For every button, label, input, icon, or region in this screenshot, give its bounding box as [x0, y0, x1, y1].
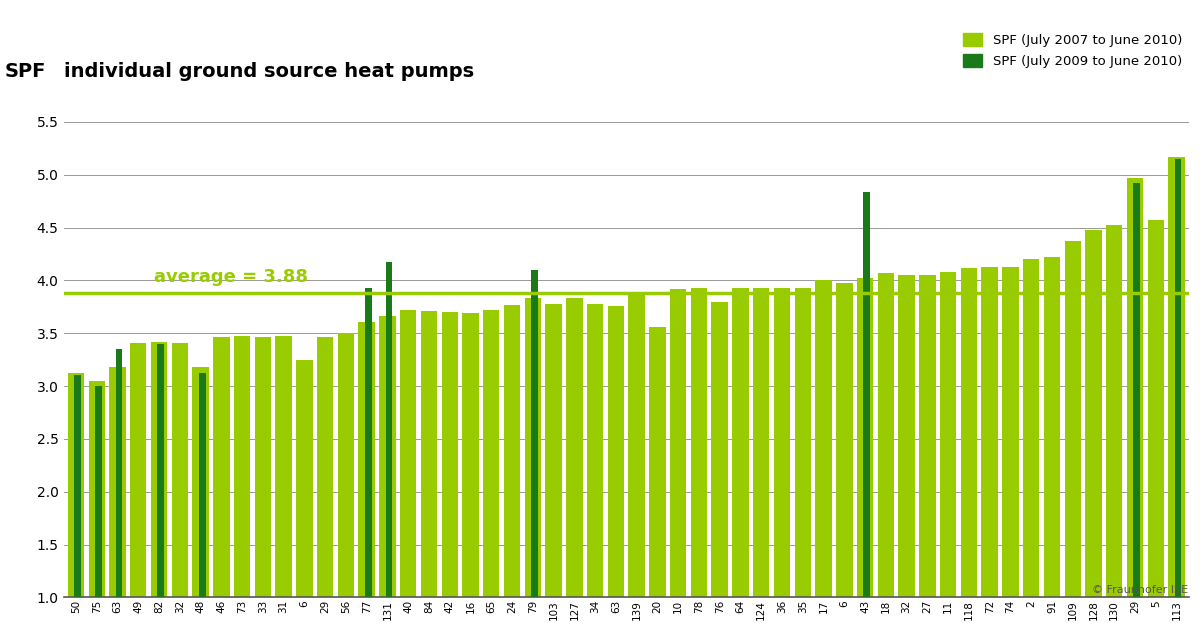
Bar: [337, 333, 354, 635]
Bar: [234, 337, 250, 635]
Bar: [1106, 225, 1122, 635]
Bar: [75, 375, 81, 635]
Text: individual ground source heat pumps: individual ground source heat pumps: [64, 62, 473, 81]
Bar: [878, 273, 895, 635]
Bar: [158, 344, 164, 635]
Bar: [669, 289, 686, 635]
Bar: [857, 278, 873, 635]
Bar: [1023, 259, 1039, 635]
Text: SPF: SPF: [5, 62, 47, 81]
Bar: [919, 275, 936, 635]
Bar: [255, 337, 271, 635]
Bar: [628, 292, 645, 635]
Bar: [1064, 241, 1081, 635]
Bar: [1085, 230, 1102, 635]
Bar: [1002, 267, 1019, 635]
Bar: [385, 262, 393, 635]
Bar: [442, 312, 458, 635]
Bar: [67, 373, 84, 635]
Bar: [691, 288, 707, 635]
Bar: [566, 298, 583, 635]
Bar: [815, 281, 832, 635]
Bar: [365, 288, 372, 635]
Bar: [752, 288, 769, 635]
Bar: [1044, 257, 1061, 635]
Bar: [150, 342, 167, 635]
Bar: [1133, 184, 1140, 635]
Bar: [649, 327, 666, 635]
Bar: [774, 288, 790, 635]
Bar: [1127, 178, 1144, 635]
Bar: [359, 321, 374, 635]
Bar: [483, 310, 500, 635]
Bar: [420, 311, 437, 635]
Bar: [898, 275, 915, 635]
Bar: [940, 272, 956, 635]
Bar: [712, 302, 728, 635]
Bar: [961, 268, 978, 635]
Text: © Fraunhofer ISE: © Fraunhofer ISE: [1092, 585, 1188, 595]
Bar: [172, 343, 188, 635]
Bar: [795, 288, 811, 635]
Bar: [863, 192, 870, 635]
Bar: [110, 367, 125, 635]
Bar: [379, 316, 396, 635]
Bar: [193, 367, 208, 635]
Bar: [608, 306, 624, 635]
Bar: [296, 359, 313, 635]
Legend: SPF (July 2007 to June 2010), SPF (July 2009 to June 2010): SPF (July 2007 to June 2010), SPF (July …: [963, 33, 1182, 68]
Bar: [981, 267, 998, 635]
Bar: [276, 337, 291, 635]
Bar: [400, 310, 417, 635]
Bar: [213, 337, 230, 635]
Bar: [130, 343, 147, 635]
Bar: [545, 304, 562, 635]
Bar: [586, 304, 603, 635]
Bar: [1147, 220, 1164, 635]
Bar: [1175, 159, 1181, 635]
Bar: [95, 386, 101, 635]
Bar: [1168, 157, 1185, 635]
Bar: [199, 373, 206, 635]
Bar: [462, 313, 479, 635]
Bar: [525, 298, 541, 635]
Bar: [531, 270, 538, 635]
Bar: [732, 288, 749, 635]
Bar: [317, 337, 334, 635]
Bar: [89, 381, 105, 635]
Bar: [116, 349, 123, 635]
Bar: [836, 283, 852, 635]
Text: average = 3.88: average = 3.88: [154, 268, 307, 286]
Bar: [503, 305, 520, 635]
